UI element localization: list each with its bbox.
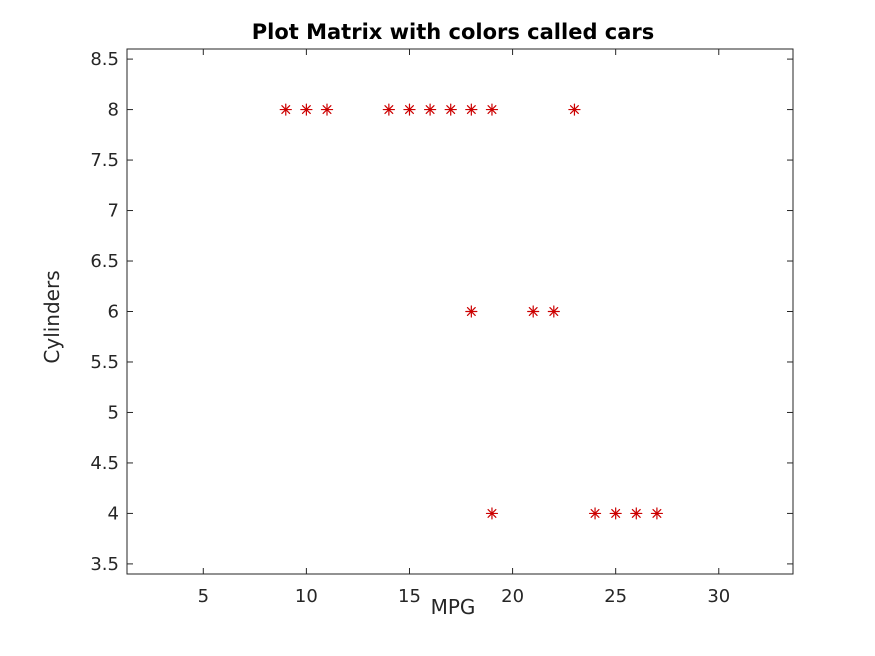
scatter-point xyxy=(609,507,622,520)
x-tick-label: 10 xyxy=(295,586,318,607)
x-tick-label: 20 xyxy=(501,586,524,607)
y-tick-label: 7.5 xyxy=(90,150,119,171)
axes-box xyxy=(126,48,794,575)
scatter-point xyxy=(300,103,313,116)
scatter-point xyxy=(465,103,478,116)
scatter-point xyxy=(320,103,334,116)
y-tick-label: 4.5 xyxy=(90,453,119,474)
scatter-point xyxy=(382,103,395,116)
scatter-point xyxy=(485,507,499,520)
scatter-point xyxy=(547,305,560,318)
scatter-point xyxy=(588,507,602,520)
scatter-point xyxy=(424,103,437,116)
y-tick-label: 3.5 xyxy=(90,554,119,575)
x-tick-label: 25 xyxy=(604,586,627,607)
scatter-point xyxy=(485,103,499,116)
y-tick-label: 6 xyxy=(108,302,119,323)
y-tick-label: 8 xyxy=(108,100,119,121)
chart-title: Plot Matrix with colors called cars xyxy=(252,20,655,44)
y-axis-label: Cylinders xyxy=(40,270,64,363)
scatter-point xyxy=(465,305,478,318)
y-axis-ticks: 3.5 4 4.5 5 5.5 6 6.5 7 7.5 8 8.5 xyxy=(90,49,793,575)
scatter-point xyxy=(403,103,416,116)
y-tick-label: 5 xyxy=(108,402,119,423)
x-tick-label: 15 xyxy=(398,586,421,607)
x-axis-ticks: 5 10 15 20 25 30 xyxy=(198,49,730,607)
scatter-point xyxy=(527,305,540,318)
data-points xyxy=(279,103,664,520)
x-tick-label: 30 xyxy=(707,586,730,607)
scatter-point xyxy=(444,103,457,116)
y-tick-label: 8.5 xyxy=(90,49,119,70)
scatter-point xyxy=(568,103,581,116)
scatter-point xyxy=(279,103,292,116)
y-tick-label: 7 xyxy=(108,201,119,222)
y-tick-label: 4 xyxy=(108,503,119,524)
scatter-point xyxy=(630,507,643,520)
x-axis-label: MPG xyxy=(431,595,476,619)
scatter-point xyxy=(650,507,664,520)
y-tick-label: 6.5 xyxy=(90,251,119,272)
y-tick-label: 5.5 xyxy=(90,352,119,373)
x-tick-label: 5 xyxy=(198,586,209,607)
